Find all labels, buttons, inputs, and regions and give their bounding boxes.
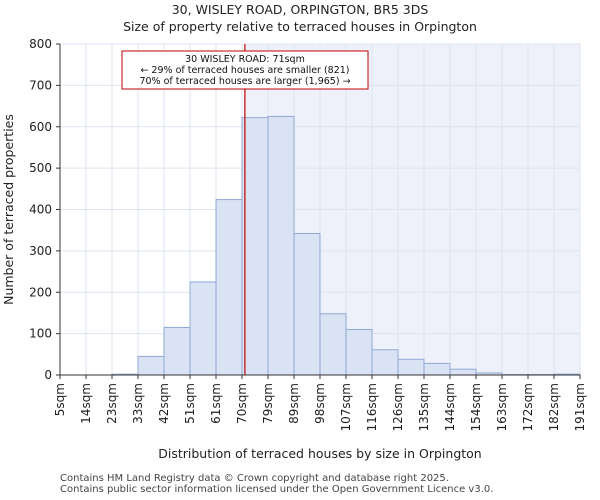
bar-51sqm (189, 281, 217, 376)
x-tick-label: 116sqm (365, 383, 379, 431)
y-tick-label: 600 (29, 120, 52, 134)
x-tick-label: 79sqm (261, 383, 275, 424)
annotation-line-2: ← 29% of terraced houses are smaller (82… (140, 65, 349, 76)
x-tick-label: 144sqm (443, 383, 457, 431)
x-axis-label: Distribution of terraced houses by size … (158, 446, 481, 461)
annotation-box: 30 WISLEY ROAD: 71sqm ← 29% of terraced … (121, 50, 369, 90)
bar-70sqm (241, 117, 269, 376)
x-tick-label: 182sqm (547, 383, 561, 431)
x-tick-label: 23sqm (105, 383, 119, 424)
x-tick-label: 107sqm (339, 383, 353, 431)
y-axis-label: Number of terraced properties (1, 114, 16, 305)
x-tick-label: 172sqm (521, 383, 535, 431)
y-tick-label: 100 (29, 327, 52, 341)
annotation-line-1: 30 WISLEY ROAD: 71sqm (185, 54, 305, 65)
bar-116sqm (371, 349, 399, 376)
y-tick-label: 500 (29, 161, 52, 175)
y-tick-label: 300 (29, 244, 52, 258)
bar-135sqm (423, 362, 451, 376)
chart-title: 30, WISLEY ROAD, ORPINGTON, BR5 3DS (171, 2, 429, 17)
bar-42sqm (163, 326, 191, 376)
chart-subtitle: Size of property relative to terraced ho… (123, 19, 477, 34)
bar-89sqm (293, 232, 321, 376)
bar-107sqm (345, 328, 373, 376)
x-tick-label: 42sqm (157, 383, 171, 424)
y-tick-label: 700 (29, 78, 52, 92)
footer-line-1: Contains HM Land Registry data © Crown c… (60, 473, 449, 484)
bar-33sqm (137, 355, 165, 376)
x-tick-label: 89sqm (287, 383, 301, 424)
bar-61sqm (215, 199, 243, 376)
annotation-line-3: 70% of terraced houses are larger (1,965… (139, 76, 350, 87)
bar-79sqm (267, 115, 295, 376)
x-tick-label: 5sqm (53, 383, 67, 416)
y-tick-label: 400 (29, 203, 52, 217)
x-tick-label: 135sqm (417, 383, 431, 431)
x-tick-label: 61sqm (209, 383, 223, 424)
x-tick-label: 98sqm (313, 383, 327, 424)
x-tick-label: 70sqm (235, 383, 249, 424)
bar-98sqm (319, 313, 347, 376)
x-tick-label: 126sqm (391, 383, 405, 431)
bar-126sqm (397, 358, 425, 376)
footer-line-2: Contains public sector information licen… (60, 484, 494, 495)
x-tick-label: 51sqm (183, 383, 197, 424)
y-tick-label: 0 (44, 368, 52, 382)
bar-144sqm (449, 368, 477, 376)
y-tick-label: 800 (29, 37, 52, 51)
x-tick-label: 163sqm (495, 383, 509, 431)
x-tick-label: 154sqm (469, 383, 483, 431)
x-tick-label: 191sqm (573, 383, 587, 431)
x-tick-label: 33sqm (131, 383, 145, 424)
y-tick-label: 200 (29, 285, 52, 299)
x-tick-label: 14sqm (79, 383, 93, 424)
